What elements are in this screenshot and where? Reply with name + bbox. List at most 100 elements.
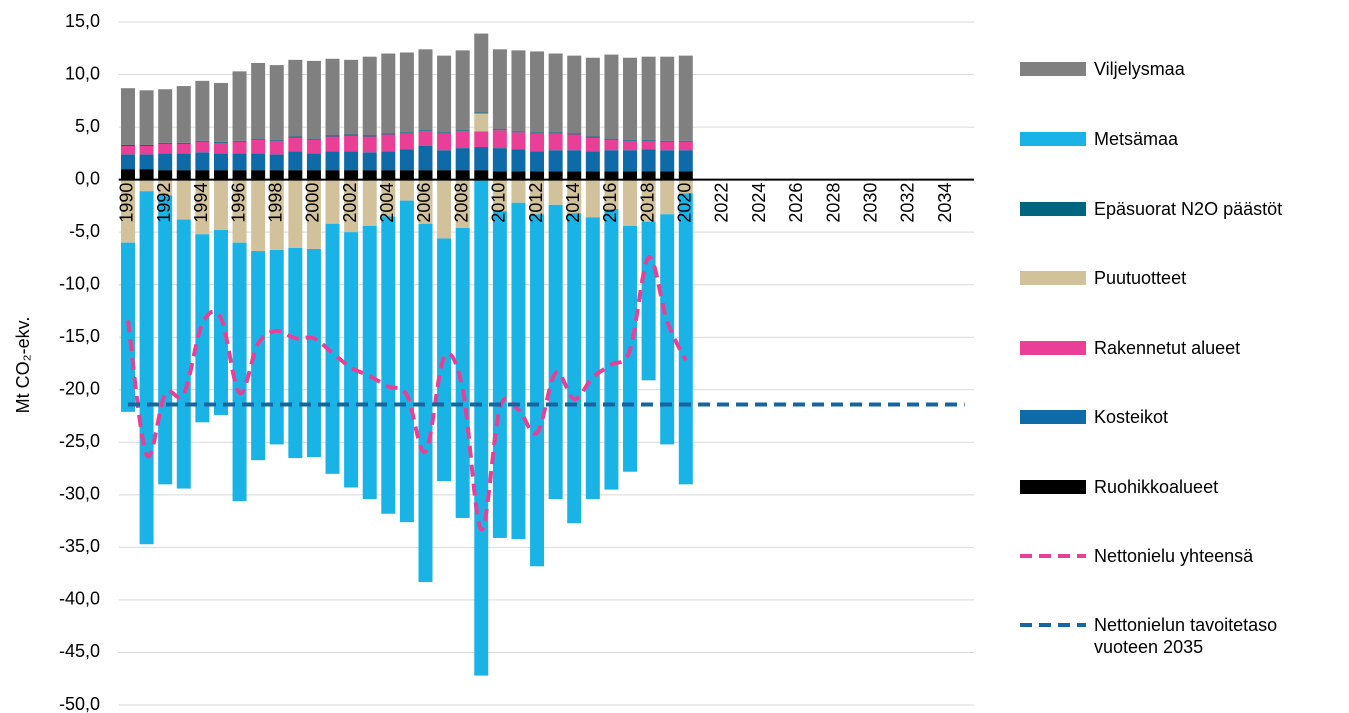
bar-segment [232,170,247,180]
bar-segment [530,151,545,172]
legend-item: Kosteikot [1020,406,1334,428]
bar-segment [158,170,173,180]
bar-segment [288,247,303,459]
bar-segment [120,154,135,170]
bar-segment [678,55,693,141]
bar-segment [585,151,600,172]
bar-segment [362,135,377,137]
bar-segment [604,54,619,139]
bar-segment [492,171,507,180]
bar-segment [213,141,228,143]
x-tick-label: 2030 [860,183,880,223]
bar-segment [195,80,210,141]
bar-segment [492,130,507,149]
bar-segment [585,57,600,137]
legend-label: Epäsuorat N2O päästöt [1094,199,1283,219]
bar-segment [567,171,582,180]
bar-segment [325,151,340,171]
bar-segment [623,179,638,226]
bar-segment [660,179,675,215]
bar-segment [344,179,359,233]
bar-segment [455,227,470,518]
y-tick-label: -15,0 [59,326,100,346]
bar-segment [306,60,321,139]
bar-segment [418,170,433,180]
x-tick-label: 2008 [451,183,471,223]
bar-segment [176,170,191,180]
bar-segment [139,169,154,180]
bar-segment [604,150,619,172]
legend-label: Metsämaa [1094,129,1179,149]
bar-segment [585,217,600,500]
y-tick-label: -40,0 [59,589,100,609]
swatch [1020,271,1086,285]
y-axis-title: Mt CO₂-ekv. [13,317,33,414]
bar-segment [269,250,284,445]
legend-item: Nettonielu yhteensä [1020,545,1334,567]
bar-segment [399,133,414,150]
bar-segment [176,153,191,171]
y-tick-label: -5,0 [69,221,100,241]
bar-segment [306,248,321,458]
bar-segment [306,170,321,180]
bar-segment [641,56,656,140]
legend-item: Viljelysmaa [1020,58,1334,80]
bar-segment [474,112,489,114]
legend-label: Viljelysmaa [1094,59,1185,79]
bar-segment [511,171,526,180]
bar-segment [567,213,582,524]
bar-segment [158,143,173,154]
bar-segment [251,179,266,252]
bar-segment [678,141,693,151]
bar-segment [567,179,582,214]
bar-segment [381,53,396,134]
legend-label: Ruohikkoalueet [1094,477,1219,497]
bar-segment [399,170,414,180]
x-tick-label: 2006 [414,183,434,223]
bar-segment [158,142,173,144]
bar-segment [269,140,284,155]
bar-segment [344,135,359,152]
legend-swatch [1020,62,1086,76]
bar-segment [455,50,470,131]
bar-segment [437,55,452,133]
bar-segment [437,150,452,171]
bar-segment [325,179,340,224]
bar-segment [548,133,563,151]
bar-segment [344,59,359,135]
bar-segment [437,179,452,239]
bar-segment [548,53,563,133]
bar-segment [530,171,545,180]
bar-segment [269,154,284,171]
bar-segment [641,149,656,172]
bar-segment [585,136,600,138]
bar-segment [474,33,489,113]
bar-segment [251,139,266,154]
bar-segment [158,153,173,171]
bar-segment [530,214,545,567]
legend-item: Rakennetut alueet [1020,337,1334,359]
y-tick-label: 0,0 [75,168,100,188]
x-tick-label: 1994 [191,183,211,223]
bar-segment [567,134,582,151]
x-tick-label: 2000 [303,183,323,223]
bar-segment [251,251,266,461]
bar-segment [195,170,210,180]
bar-segment [604,209,619,490]
bar-segment [269,139,284,141]
x-tick-label: 1998 [265,183,285,223]
bar-segment [158,195,173,485]
bar-segment [325,223,340,474]
bar-segment [288,170,303,180]
bar-segment [120,144,135,146]
bar-segment [530,132,545,134]
legend-swatch [1020,480,1086,494]
bar-segment [585,171,600,180]
swatch [1020,62,1086,76]
bar-segment [492,179,507,212]
bar-segment [492,148,507,172]
bar-segment [623,150,638,172]
bar-segment [623,171,638,180]
bar-segment [139,145,154,155]
bar-segment [269,65,284,140]
